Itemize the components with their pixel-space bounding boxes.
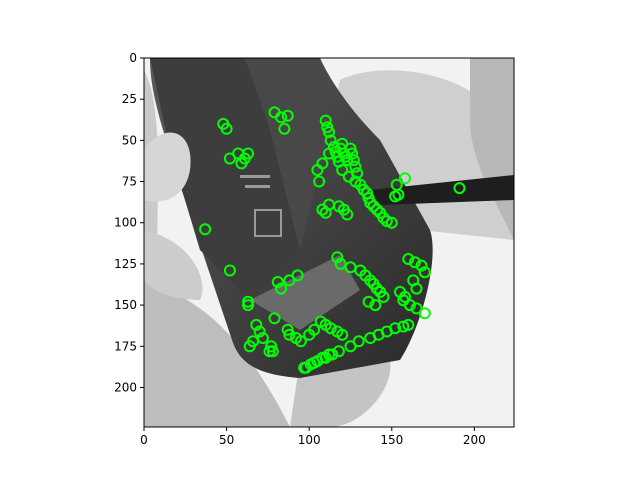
keypoint-marker xyxy=(324,322,337,335)
keypoint-marker xyxy=(410,282,423,295)
y-tick-label: 175 xyxy=(114,339,137,353)
keypoint-marker xyxy=(364,197,377,209)
y-tick-label: 200 xyxy=(114,380,137,394)
keypoint-marker xyxy=(243,340,256,353)
keypoint-marker xyxy=(408,256,421,269)
keypoint-marker xyxy=(323,147,335,160)
y-tick-label: 0 xyxy=(129,51,137,65)
x-axis: 0 50 100 150 200 xyxy=(140,427,486,447)
keypoint-marker xyxy=(263,345,276,358)
keypoint-marker xyxy=(352,335,365,348)
keypoint-marker xyxy=(311,164,324,176)
keypoint-marker xyxy=(370,203,383,216)
keypoint-marker xyxy=(389,322,402,335)
keypoint-marker xyxy=(336,164,349,176)
keypoint-marker xyxy=(253,325,266,338)
keypoint-marker xyxy=(453,182,466,195)
keypoint-marker xyxy=(324,134,337,147)
keypoint-marker xyxy=(283,328,296,341)
background-photo xyxy=(144,58,514,427)
keypoint-marker xyxy=(323,348,335,361)
keypoint-marker xyxy=(392,188,405,201)
keypoint-marker xyxy=(313,175,326,188)
keypoint-marker xyxy=(415,259,428,272)
keypoint-marker xyxy=(367,200,380,213)
keypoint-marker xyxy=(369,299,382,312)
keypoint-marker xyxy=(403,299,416,312)
keypoint-marker xyxy=(281,109,294,122)
x-tick-label: 100 xyxy=(298,433,321,447)
keypoint-marker xyxy=(323,126,335,139)
plot-frame xyxy=(143,57,515,428)
keypoint-marker xyxy=(199,223,212,236)
y-tick-label: 150 xyxy=(114,298,137,312)
keypoint-marker xyxy=(362,295,375,308)
keypoint-marker xyxy=(347,154,360,167)
x-tick-label: 0 xyxy=(140,433,148,447)
keypoint-marker xyxy=(294,335,307,348)
y-tick-label: 25 xyxy=(122,92,137,106)
keypoint-marker xyxy=(385,216,398,229)
keypoint-marker xyxy=(418,266,431,279)
keypoint-markers xyxy=(199,106,466,374)
y-tick-label: 75 xyxy=(122,175,137,189)
keypoint-marker xyxy=(418,307,431,320)
keypoint-marker xyxy=(268,312,281,325)
keypoint-marker xyxy=(220,122,233,135)
keypoint-marker xyxy=(242,299,255,312)
y-tick-label: 125 xyxy=(114,257,137,271)
keypoint-marker xyxy=(402,318,415,331)
keypoint-marker xyxy=(364,274,377,287)
keypoint-marker xyxy=(399,172,411,185)
keypoint-marker xyxy=(275,111,288,124)
keypoint-marker xyxy=(223,264,236,277)
keypoint-marker xyxy=(304,358,317,371)
keypoint-marker xyxy=(250,318,263,331)
keypoint-marker xyxy=(316,351,329,364)
keypoint-marker xyxy=(380,215,393,228)
keypoint-marker xyxy=(331,251,344,264)
keypoint-marker xyxy=(349,160,362,173)
keypoint-marker xyxy=(341,208,354,221)
x-tick-label: 50 xyxy=(219,433,234,447)
keypoint-marker xyxy=(336,328,349,341)
y-axis: 0 25 50 75 100 125 150 175 200 xyxy=(114,51,144,394)
keypoint-marker xyxy=(308,323,321,336)
x-tick-label: 200 xyxy=(463,433,486,447)
keypoint-marker xyxy=(377,290,390,303)
x-tick-label: 150 xyxy=(380,433,403,447)
keypoint-marker xyxy=(319,114,332,127)
keypoint-marker xyxy=(291,269,304,282)
y-tick-label: 50 xyxy=(122,133,137,147)
keypoint-marker xyxy=(346,147,359,160)
keypoint-marker xyxy=(271,276,284,288)
keypoint-marker xyxy=(278,122,291,135)
keypoint-marker xyxy=(370,282,383,295)
keypoint-marker xyxy=(275,282,288,295)
keypoint-marker xyxy=(397,320,410,333)
keypoint-marker xyxy=(242,147,255,160)
y-tick-label: 100 xyxy=(114,216,137,230)
keypoint-marker xyxy=(402,253,415,265)
